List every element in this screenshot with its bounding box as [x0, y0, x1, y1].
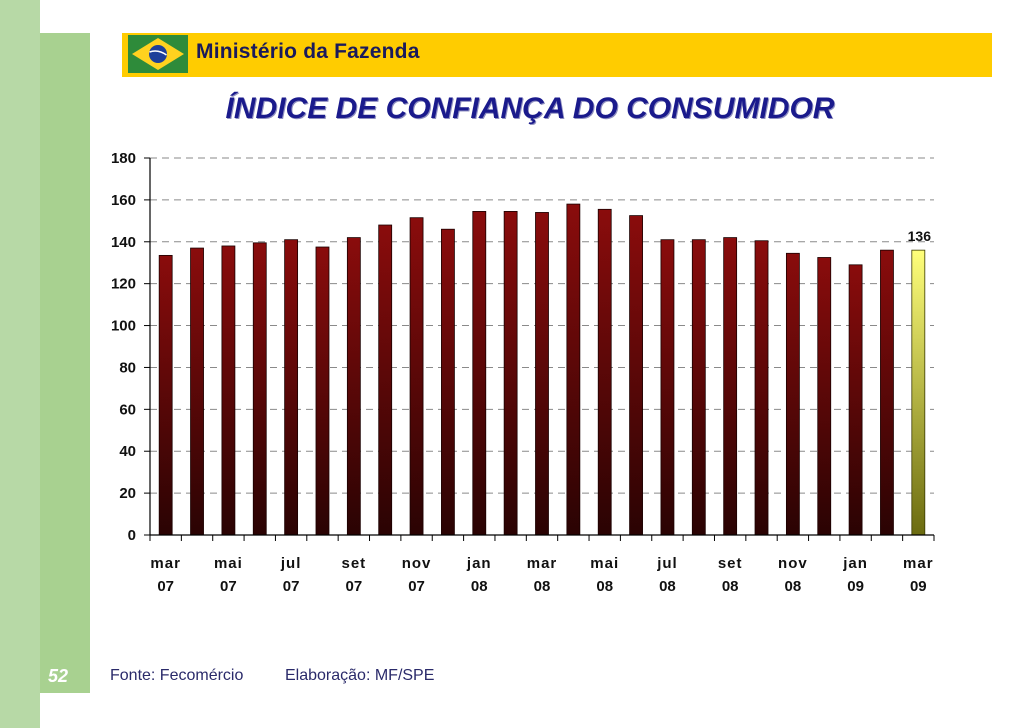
x-tick-month: jan	[466, 555, 492, 572]
header-bar	[122, 33, 992, 77]
bar	[754, 240, 769, 536]
x-tick-year: 09	[910, 578, 927, 595]
x-tick-month: mar	[150, 555, 181, 572]
x-tick-year: 07	[345, 578, 362, 595]
x-tick-month: mar	[903, 555, 934, 572]
bar	[221, 245, 236, 536]
bar	[472, 211, 487, 536]
bar	[346, 237, 361, 536]
x-tick-year: 08	[596, 578, 613, 595]
x-tick-month: jul	[280, 555, 302, 572]
bar	[315, 246, 330, 536]
bar	[880, 249, 894, 536]
x-tick-month: jan	[842, 555, 868, 572]
bar	[785, 252, 800, 536]
x-tick-year: 07	[408, 578, 425, 595]
bar	[409, 217, 424, 536]
page-title: ÍNDICE DE CONFIANÇA DO CONSUMIDOR	[225, 92, 835, 125]
y-tick-label: 40	[119, 443, 136, 460]
y-tick-label: 100	[111, 318, 136, 335]
bar	[817, 257, 832, 536]
x-tick-year: 08	[471, 578, 488, 595]
bar	[158, 254, 173, 536]
bar	[441, 228, 455, 536]
bar	[503, 211, 518, 536]
bar	[566, 203, 581, 536]
slide-number: 52	[48, 666, 69, 686]
bar	[691, 239, 706, 536]
x-tick-month: set	[341, 555, 366, 572]
x-tick-year: 07	[157, 578, 174, 595]
y-tick-label: 140	[111, 234, 136, 251]
left-decor-strip	[0, 0, 40, 728]
data-label: 136	[908, 228, 932, 244]
left-decor-band	[40, 33, 90, 693]
x-tick-year: 09	[847, 578, 864, 595]
x-tick-month: mar	[527, 555, 558, 572]
x-tick-month: mai	[214, 555, 243, 572]
x-tick-year: 07	[283, 578, 300, 595]
x-tick-year: 08	[722, 578, 739, 595]
y-tick-label: 0	[128, 527, 136, 544]
x-tick-year: 08	[659, 578, 676, 595]
y-tick-label: 60	[119, 401, 136, 418]
x-tick-year: 07	[220, 578, 237, 595]
y-tick-label: 80	[119, 359, 136, 376]
bar	[252, 242, 267, 536]
x-tick-month: set	[718, 555, 743, 572]
source-note: Fonte: Fecomércio	[110, 667, 244, 684]
x-tick-month: jul	[656, 555, 678, 572]
brazil-flag-icon	[128, 35, 188, 73]
bar	[597, 208, 612, 536]
y-tick-label: 160	[111, 192, 136, 209]
x-tick-year: 08	[785, 578, 802, 595]
bar	[190, 247, 204, 536]
x-tick-month: nov	[778, 555, 808, 572]
bar	[723, 237, 738, 536]
y-tick-label: 120	[111, 276, 136, 293]
x-tick-month: nov	[402, 555, 432, 572]
y-tick-label: 20	[119, 485, 136, 502]
bar	[848, 264, 863, 536]
x-tick-year: 08	[534, 578, 551, 595]
slide-content-area	[90, 78, 1030, 698]
bar-highlight	[911, 249, 926, 536]
bar	[284, 239, 299, 536]
ministry-name: Ministério da Fazenda	[196, 40, 420, 63]
bar	[535, 212, 549, 536]
bar	[629, 215, 643, 536]
y-tick-label: 180	[111, 150, 136, 167]
bar	[378, 224, 393, 536]
bar	[660, 239, 675, 536]
x-tick-month: mai	[590, 555, 619, 572]
credit-note: Elaboração: MF/SPE	[285, 667, 435, 684]
